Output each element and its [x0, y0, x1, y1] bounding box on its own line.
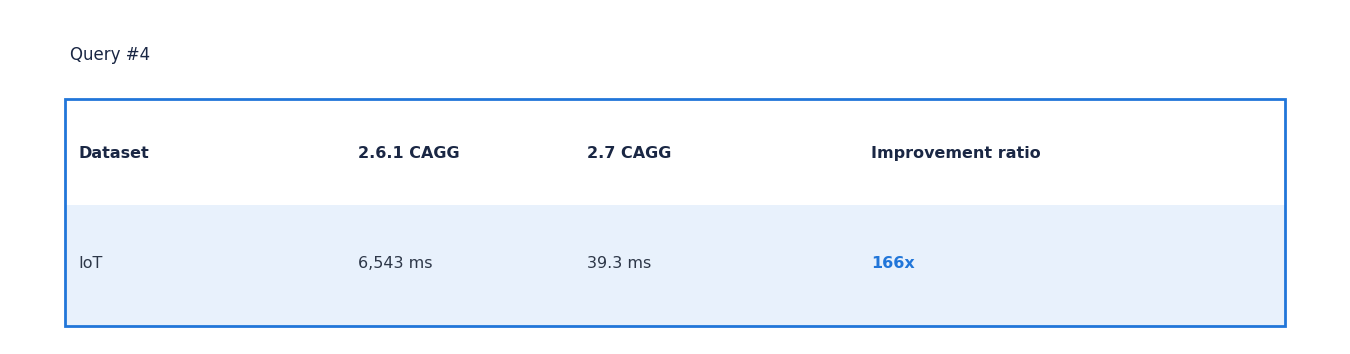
Text: 166x: 166x	[871, 256, 914, 271]
Text: Improvement ratio: Improvement ratio	[871, 147, 1041, 161]
Text: 2.7 CAGG: 2.7 CAGG	[587, 147, 672, 161]
Text: 39.3 ms: 39.3 ms	[587, 256, 652, 271]
Text: Dataset: Dataset	[78, 147, 148, 161]
Text: 2.6.1 CAGG: 2.6.1 CAGG	[358, 147, 459, 161]
Text: Query #4: Query #4	[70, 46, 150, 64]
Text: IoT: IoT	[78, 256, 103, 271]
Text: 6,543 ms: 6,543 ms	[358, 256, 432, 271]
